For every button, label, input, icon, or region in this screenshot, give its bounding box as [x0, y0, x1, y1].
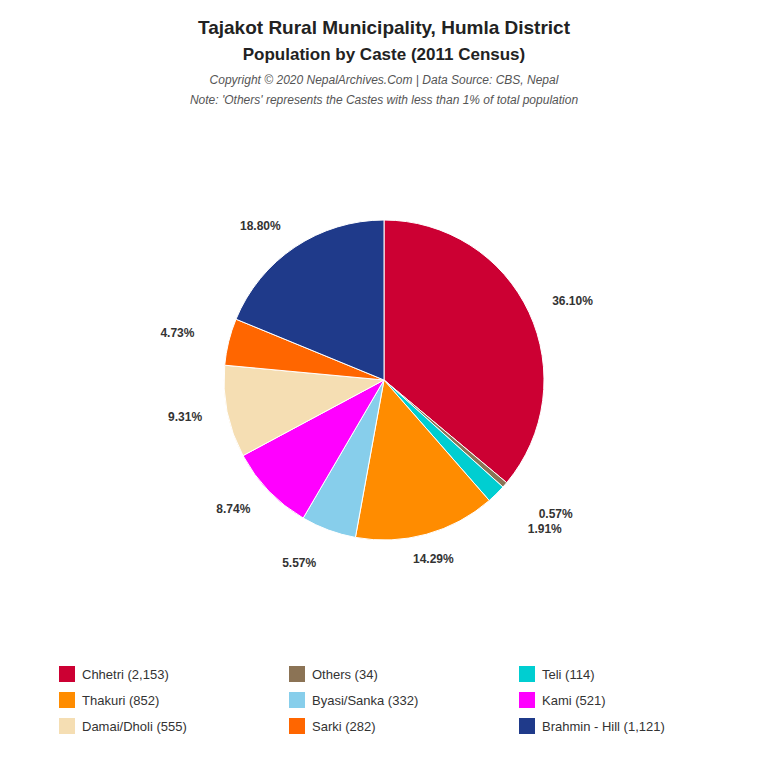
- data-label: 8.74%: [216, 502, 250, 516]
- data-label: 0.57%: [539, 507, 573, 521]
- legend-entry: Byasi/Sanka (332): [312, 693, 418, 708]
- data-label: 1.91%: [528, 522, 562, 536]
- legend-swatch: [289, 692, 305, 708]
- legend-swatch: [519, 692, 535, 708]
- legend-swatch: [59, 666, 75, 682]
- legend-swatch: [59, 692, 75, 708]
- data-label: 18.80%: [240, 219, 281, 233]
- legend-entry: Chhetri (2,153): [82, 667, 169, 682]
- legend-swatch: [59, 718, 75, 734]
- legend-entry: Damai/Dholi (555): [82, 719, 187, 734]
- title: Tajakot Rural Municipality, Humla Distri…: [198, 17, 571, 38]
- legend-entry: Brahmin - Hill (1,121): [542, 719, 665, 734]
- legend-swatch: [289, 718, 305, 734]
- legend-swatch: [289, 666, 305, 682]
- pie: [224, 220, 544, 540]
- chart: Tajakot Rural Municipality, Humla Distri…: [0, 0, 768, 768]
- legend-swatch: [519, 666, 535, 682]
- data-label: 36.10%: [552, 294, 593, 308]
- legend-entry: Others (34): [312, 667, 378, 682]
- data-label: 9.31%: [168, 410, 202, 424]
- subtitle: Population by Caste (2011 Census): [243, 45, 525, 64]
- legend-entry: Sarki (282): [312, 719, 376, 734]
- legend-entry: Teli (114): [542, 667, 595, 682]
- legend-swatch: [519, 718, 535, 734]
- legend-entry: Thakuri (852): [82, 693, 159, 708]
- pie-slice: [224, 365, 384, 455]
- legend: Chhetri (2,153) Others (34) Teli (114) Thak…: [59, 666, 665, 734]
- data-label: 14.29%: [413, 552, 454, 566]
- data-label: 4.73%: [160, 326, 194, 340]
- legend-entry: Kami (521): [542, 693, 606, 708]
- pie-slice: [236, 220, 384, 380]
- annotation: Copyright © 2020 NepalArchives.Com | Dat…: [210, 73, 559, 87]
- data-label: 5.57%: [282, 556, 316, 570]
- data-labels: 36.10% 0.57%1.91% 14.29% 5.57% 8.74% 9.31% 4.7…: [160, 219, 593, 570]
- annotation: Note: 'Others' represents the Castes wit…: [190, 93, 578, 107]
